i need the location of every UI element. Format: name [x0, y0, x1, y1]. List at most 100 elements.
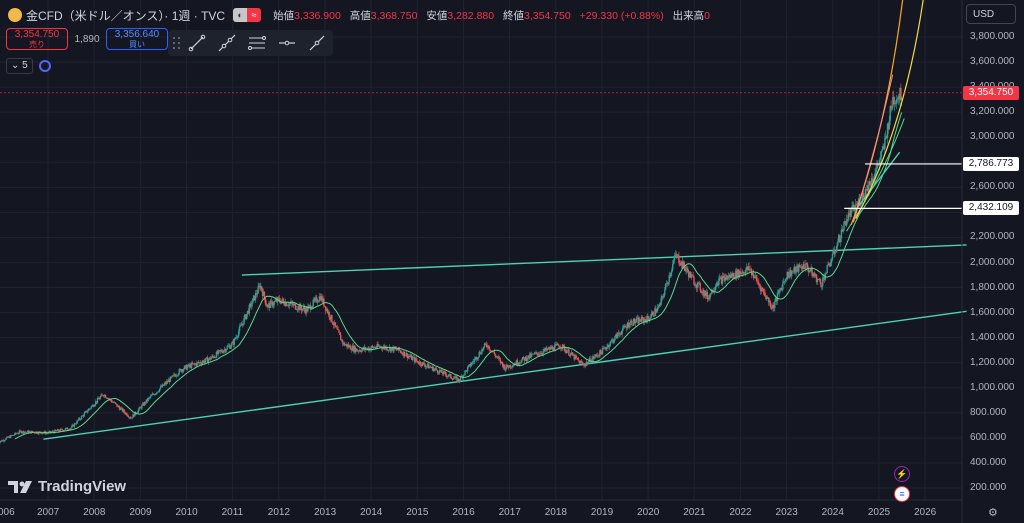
candle [117, 405, 119, 407]
candle [889, 106, 891, 121]
candle [16, 433, 19, 435]
candle [525, 356, 527, 361]
candle [585, 361, 588, 364]
candle [780, 288, 782, 290]
candle [841, 229, 843, 232]
candle [681, 261, 684, 268]
candle [666, 283, 669, 284]
candle [336, 327, 338, 330]
candle [304, 309, 306, 314]
candle [820, 282, 822, 287]
candle [893, 103, 896, 104]
event-lightning-icon[interactable]: ⚡ [894, 466, 910, 482]
currency-select[interactable]: USD [966, 4, 1016, 24]
candle [119, 408, 122, 410]
candle [314, 298, 316, 301]
candle [170, 376, 172, 378]
candle [75, 423, 77, 425]
candle [387, 349, 390, 351]
candle [432, 366, 434, 372]
candle [3, 440, 6, 442]
tradingview-logo[interactable]: TradingView [8, 478, 126, 495]
indicator-legend: ⌄ 5 [6, 58, 51, 74]
candle [544, 348, 546, 351]
candle [126, 413, 128, 416]
candle [343, 342, 345, 346]
candle [882, 146, 884, 150]
candle [541, 353, 543, 355]
candle [672, 260, 675, 265]
event-us-flag-icon[interactable]: ≡ [894, 486, 910, 502]
candle [453, 378, 456, 379]
gear-icon[interactable]: ⚙ [988, 507, 998, 519]
buy-button[interactable]: 3,356.640 買い [106, 28, 168, 50]
candle [364, 347, 366, 350]
candle [168, 379, 171, 383]
candle [193, 363, 195, 365]
candle [619, 333, 622, 335]
candle [776, 292, 779, 302]
candle [62, 430, 64, 431]
candle [877, 164, 880, 166]
candle [518, 362, 520, 365]
price-axis-label: 800.000 [970, 406, 1007, 418]
indicator-settings-icon[interactable] [38, 60, 51, 72]
candle [429, 366, 432, 368]
level-tag-lower: 2,432.109 [963, 201, 1019, 216]
candle [374, 347, 377, 348]
indicators-toggle[interactable]: ⌄ 5 [6, 58, 33, 74]
candle [307, 306, 309, 312]
candle [232, 341, 235, 345]
candle [513, 364, 515, 366]
fib-tool[interactable] [242, 30, 272, 56]
candle [285, 302, 288, 306]
candle [809, 271, 812, 272]
candle [813, 273, 815, 276]
candle [139, 407, 141, 408]
candle [886, 123, 889, 138]
candle [0, 440, 2, 442]
candle [869, 181, 871, 185]
candle [208, 357, 211, 360]
candle [445, 374, 448, 377]
candle [339, 332, 341, 335]
candle [613, 339, 615, 343]
candle [571, 352, 574, 356]
horizontal-line-tool[interactable] [272, 30, 302, 56]
sell-button[interactable]: 3,354.750 売り [6, 28, 68, 50]
candle [287, 305, 290, 307]
price-axis-label: 400.000 [970, 456, 1007, 468]
candle [487, 345, 489, 348]
candle [148, 397, 150, 399]
candle [372, 346, 374, 347]
candle [568, 349, 570, 356]
candle [800, 266, 803, 269]
symbol-title[interactable]: 金CFD（米ドル／オンス）· 1週 · TVC [26, 8, 226, 23]
candle [831, 253, 834, 260]
candle [149, 397, 151, 398]
candle [527, 355, 529, 360]
market-status-badge[interactable]: ◐ ≈ [233, 8, 262, 22]
extended-line-tool[interactable] [302, 30, 332, 56]
drag-handle-icon[interactable] [172, 36, 182, 50]
candle [554, 344, 557, 346]
candle [173, 374, 175, 376]
candle [462, 375, 464, 379]
ray-tool[interactable] [212, 30, 242, 56]
candle [814, 274, 817, 277]
candle [199, 362, 202, 364]
candle [583, 364, 585, 366]
candle [145, 399, 148, 404]
moving-average-line [14, 112, 903, 440]
trendline-tool[interactable] [182, 30, 212, 56]
candle [648, 318, 650, 321]
candle [715, 285, 717, 288]
candle [714, 287, 717, 291]
candle [425, 366, 427, 368]
candle [483, 343, 486, 347]
candle [702, 290, 704, 294]
candle [253, 295, 256, 301]
candle [766, 297, 768, 299]
candle [692, 275, 694, 278]
